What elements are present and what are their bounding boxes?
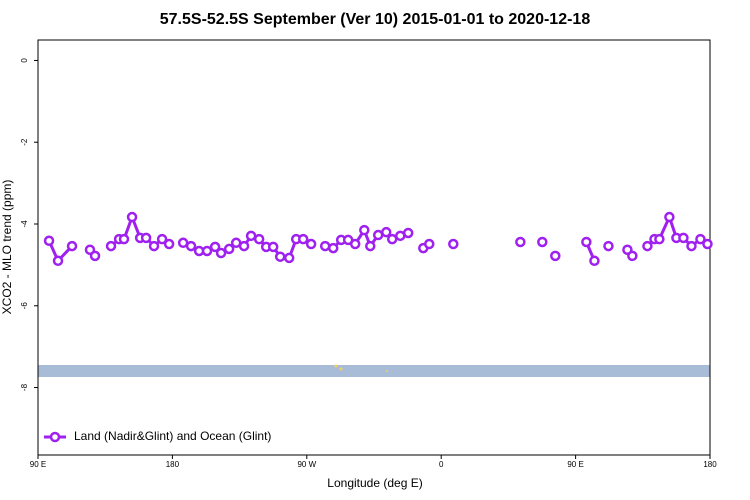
point	[89, 250, 101, 262]
chart-title: 57.5S-52.5S September (Ver 10) 2015-01-0…	[160, 11, 591, 28]
point	[126, 211, 138, 223]
point	[163, 238, 175, 250]
point	[267, 241, 279, 253]
x-tick-label: 90 W	[297, 460, 316, 469]
point	[515, 236, 526, 248]
legend-label: Land (Nadir&Glint) and Ocean (Glint)	[74, 429, 271, 443]
land-dot	[339, 367, 343, 371]
x-axis-label: Longitude (deg E)	[327, 476, 422, 490]
point	[380, 226, 392, 238]
point	[66, 240, 78, 252]
point	[43, 235, 55, 247]
point	[702, 238, 713, 250]
point	[52, 255, 64, 267]
y-tick-label: 0	[20, 58, 29, 63]
land-ocean-strip	[38, 365, 710, 377]
point	[283, 252, 295, 264]
land-dot	[334, 364, 338, 368]
point	[245, 230, 257, 242]
point	[215, 247, 227, 259]
y-axis-label: XCO2 - MLO trend (ppm)	[0, 180, 14, 315]
point	[664, 211, 675, 223]
point	[359, 224, 370, 236]
point	[156, 233, 168, 245]
point	[305, 238, 317, 250]
point	[201, 245, 213, 257]
point	[297, 233, 309, 245]
point	[581, 236, 592, 248]
point	[627, 250, 638, 262]
point	[140, 232, 152, 244]
point	[349, 238, 361, 250]
y-tick-label: -8	[20, 383, 29, 391]
point	[448, 238, 459, 250]
x-tick-label: 180	[703, 460, 717, 469]
point	[695, 233, 706, 245]
point	[185, 240, 197, 252]
point	[589, 255, 600, 267]
x-tick-label: 90 E	[567, 460, 583, 469]
x-tick-label: 90 E	[30, 460, 46, 469]
point	[686, 240, 697, 252]
point	[118, 233, 130, 245]
y-tick-label: -6	[20, 302, 29, 310]
legend-marker	[49, 431, 61, 443]
point	[642, 240, 653, 252]
point	[603, 240, 614, 252]
y-tick-label: -2	[20, 138, 29, 146]
point	[148, 240, 160, 252]
point	[537, 236, 548, 248]
point	[223, 243, 235, 255]
point	[402, 227, 414, 239]
land-dot	[386, 370, 388, 372]
point	[209, 241, 221, 253]
y-tick-label: -4	[20, 220, 29, 228]
point	[105, 240, 117, 252]
point	[327, 242, 339, 254]
point	[274, 251, 286, 262]
x-tick-label: 0	[439, 460, 444, 469]
point	[372, 229, 384, 241]
point	[238, 240, 250, 252]
point	[386, 233, 398, 245]
x-tick-label: 180	[166, 460, 180, 469]
point	[319, 240, 331, 252]
point	[550, 250, 561, 262]
point	[365, 240, 376, 252]
point	[253, 233, 265, 245]
point	[654, 233, 665, 245]
point	[424, 238, 435, 250]
point	[678, 232, 689, 244]
